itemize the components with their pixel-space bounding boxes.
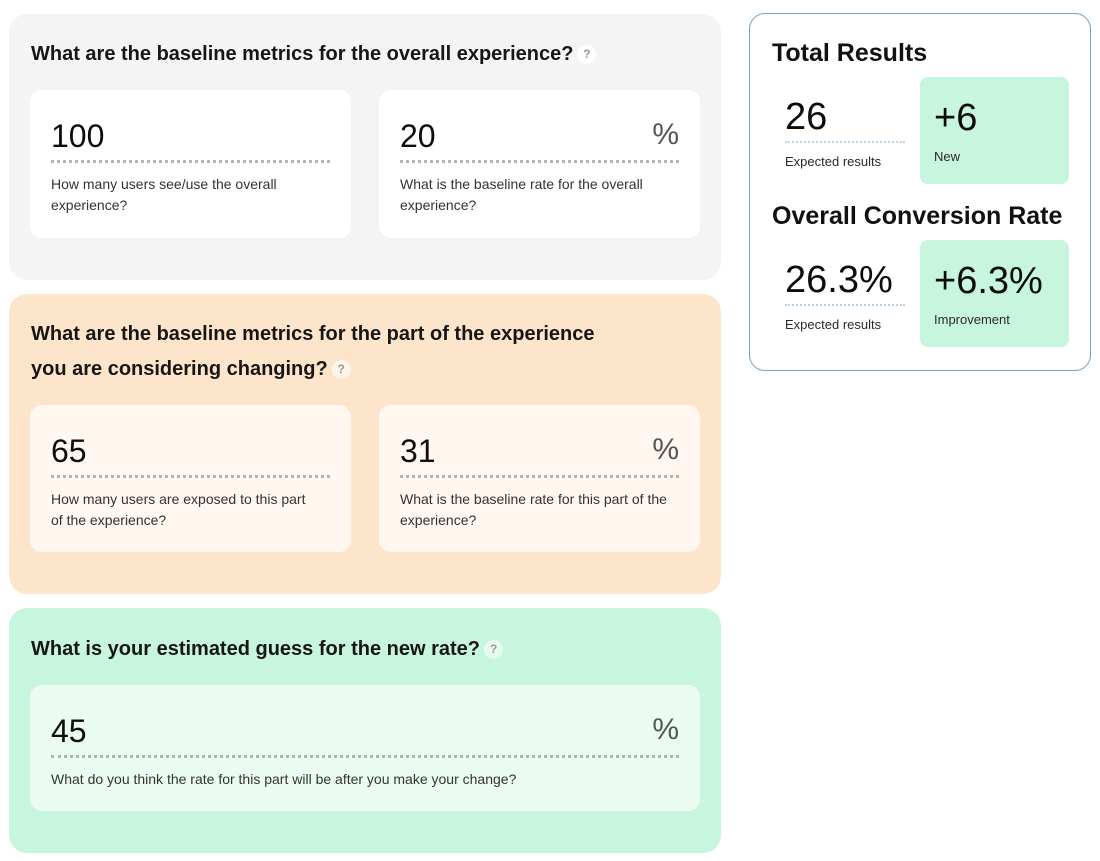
part-metrics-question: What are the baseline metrics for the pa…	[31, 317, 631, 387]
total-new-box: +6 New	[920, 77, 1069, 184]
total-new-value: +6	[934, 97, 978, 139]
help-icon[interactable]: ?	[483, 640, 503, 659]
guess-question-text: What is your estimated guess for the new…	[31, 638, 480, 660]
input-underline	[51, 755, 679, 758]
part-rate-field[interactable]: 31 % What is the baseline rate for this …	[379, 405, 700, 552]
new-rate-field[interactable]: 45 % What do you think the rate for this…	[30, 685, 700, 811]
overall-rate-description: What is the baseline rate for the overal…	[400, 176, 643, 213]
results-card: Total Results 26 Expected results +6 New…	[749, 13, 1091, 371]
overall-users-value[interactable]: 100	[51, 118, 105, 154]
part-metrics-panel: What are the baseline metrics for the pa…	[9, 294, 721, 594]
help-icon[interactable]: ?	[331, 360, 351, 379]
conversion-improvement-box: +6.3% Improvement	[920, 240, 1069, 347]
total-expected-label: Expected results	[785, 154, 882, 169]
part-users-value[interactable]: 65	[51, 433, 87, 469]
overall-users-field[interactable]: 100 How many users see/use the overall e…	[30, 90, 351, 238]
input-underline	[51, 160, 330, 163]
input-underline	[400, 160, 679, 163]
percent-icon: %	[652, 433, 679, 466]
part-users-description: How many users are exposed to this part …	[51, 491, 306, 528]
overall-question-text: What are the baseline metrics for the ov…	[31, 43, 574, 65]
conversion-rate-title: Overall Conversion Rate	[772, 202, 1063, 230]
part-question-text: What are the baseline metrics for the pa…	[31, 323, 595, 380]
conversion-expected-label: Expected results	[785, 317, 882, 332]
value-underline	[785, 141, 905, 143]
overall-metrics-question: What are the baseline metrics for the ov…	[31, 37, 597, 72]
percent-icon: %	[652, 118, 679, 151]
total-results-title: Total Results	[772, 39, 928, 67]
input-underline	[51, 475, 330, 478]
overall-rate-value[interactable]: 20	[400, 118, 436, 154]
new-rate-description: What do you think the rate for this part…	[51, 771, 517, 787]
input-underline	[400, 475, 679, 478]
new-rate-question: What is your estimated guess for the new…	[31, 632, 503, 667]
value-underline	[785, 304, 905, 306]
conversion-expected-value: 26.3%	[785, 259, 893, 301]
overall-users-description: How many users see/use the overall exper…	[51, 176, 277, 213]
total-expected-value: 26	[785, 96, 828, 138]
overall-rate-field[interactable]: 20 % What is the baseline rate for the o…	[379, 90, 700, 238]
help-icon[interactable]: ?	[577, 45, 597, 64]
part-users-field[interactable]: 65 How many users are exposed to this pa…	[30, 405, 351, 552]
percent-icon: %	[652, 713, 679, 746]
part-rate-value[interactable]: 31	[400, 433, 436, 469]
conversion-improvement-label: Improvement	[934, 312, 1010, 327]
total-new-label: New	[934, 149, 961, 164]
part-rate-description: What is the baseline rate for this part …	[400, 491, 667, 528]
new-rate-value[interactable]: 45	[51, 713, 87, 749]
new-rate-panel: What is your estimated guess for the new…	[9, 608, 721, 853]
conversion-improvement-value: +6.3%	[934, 260, 1043, 302]
overall-metrics-panel: What are the baseline metrics for the ov…	[9, 14, 721, 280]
